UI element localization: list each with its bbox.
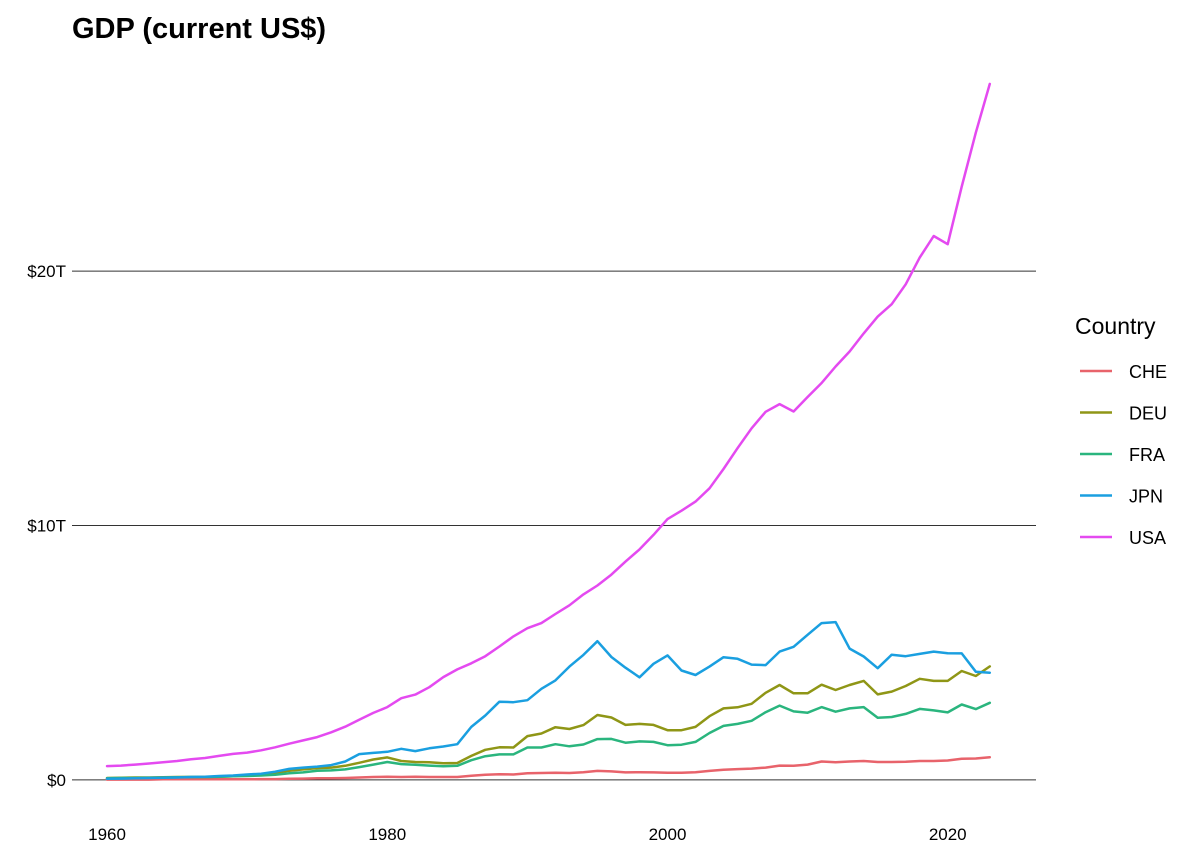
gridlines bbox=[72, 270, 1036, 781]
y-axis-tick-labels: $0 $10T $20T bbox=[27, 262, 66, 790]
x-tick-label: 1980 bbox=[368, 825, 406, 844]
x-tick-label: 1960 bbox=[88, 825, 126, 844]
legend-label-fra: FRA bbox=[1129, 445, 1165, 465]
series-line-usa bbox=[105, 82, 992, 768]
x-tick-label: 2000 bbox=[649, 825, 687, 844]
legend-label-jpn: JPN bbox=[1129, 487, 1163, 507]
chart-title: GDP (current US$) bbox=[72, 13, 326, 45]
series-line-jpn bbox=[105, 620, 992, 781]
y-tick-label: $10T bbox=[27, 516, 66, 535]
legend-title: Country bbox=[1075, 313, 1156, 339]
legend-label-deu: DEU bbox=[1129, 404, 1167, 424]
x-axis-tick-labels: 1960 1980 2000 2020 bbox=[88, 825, 967, 844]
legend-label-usa: USA bbox=[1129, 528, 1166, 548]
y-tick-label: $0 bbox=[47, 771, 66, 790]
y-tick-label: $20T bbox=[27, 262, 66, 281]
series-line-che bbox=[105, 755, 992, 781]
x-tick-label: 2020 bbox=[929, 825, 967, 844]
legend: Country CHE DEU FRA JPN USA bbox=[1075, 313, 1167, 548]
series-line-fra bbox=[105, 701, 992, 780]
legend-label-che: CHE bbox=[1129, 362, 1167, 382]
series-lines bbox=[105, 82, 992, 781]
